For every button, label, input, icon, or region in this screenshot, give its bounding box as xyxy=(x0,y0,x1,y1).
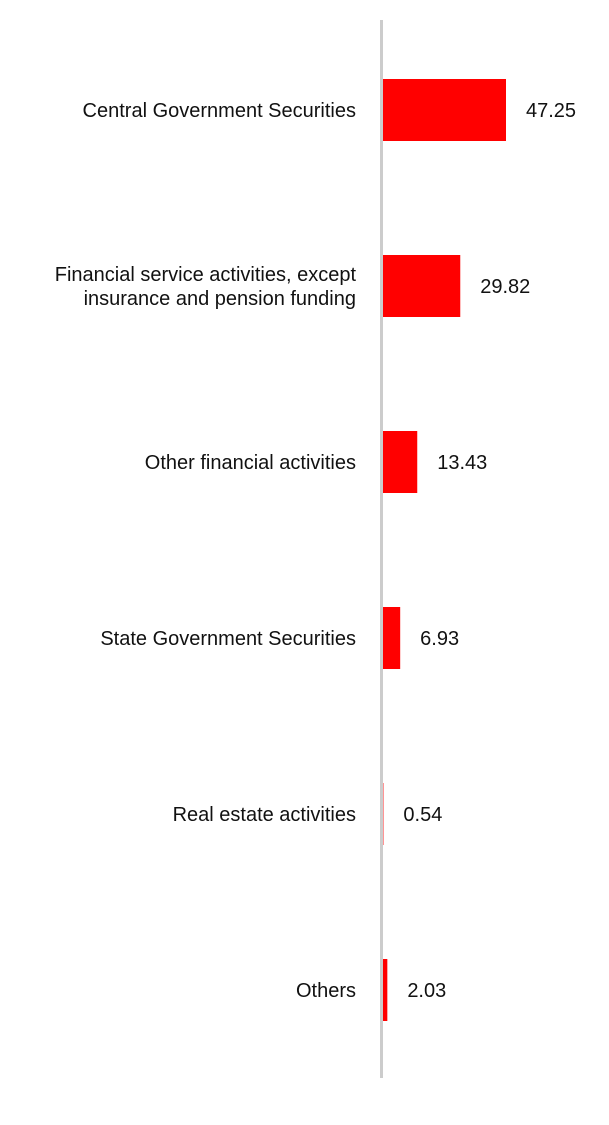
bar-1 xyxy=(382,255,461,317)
category-label-line: State Government Securities xyxy=(100,628,356,650)
category-label-1: Financial service activities, except insu… xyxy=(55,264,357,310)
value-label-3: 6.93 xyxy=(420,628,459,650)
value-label-1: 29.82 xyxy=(480,276,530,298)
category-label-line: Real estate activities xyxy=(173,804,356,826)
bar-0 xyxy=(382,79,506,141)
category-label-line: Financial service activities, except xyxy=(55,264,357,286)
category-label-3: State Government Securities xyxy=(100,628,356,650)
category-labels-layer: Central Government Securities Financial s… xyxy=(55,100,357,1002)
category-label-2: Other financial activities xyxy=(145,452,356,474)
value-label-0: 47.25 xyxy=(526,100,576,122)
bar-3 xyxy=(382,607,401,669)
value-labels-layer: 47.25 29.82 13.43 6.93 0.54 2.03 xyxy=(403,100,576,1002)
bars-layer xyxy=(382,79,506,1021)
category-label-line: Others xyxy=(296,980,356,1002)
value-label-4: 0.54 xyxy=(403,804,442,826)
bar-2 xyxy=(382,431,418,493)
category-label-0: Central Government Securities xyxy=(83,100,356,122)
category-label-4: Real estate activities xyxy=(173,804,356,826)
value-label-5: 2.03 xyxy=(407,980,446,1002)
value-label-2: 13.43 xyxy=(437,452,487,474)
category-label-line: insurance and pension funding xyxy=(84,288,356,310)
category-label-line: Other financial activities xyxy=(145,452,356,474)
bar-5 xyxy=(382,959,388,1021)
category-label-5: Others xyxy=(296,980,356,1002)
category-label-line: Central Government Securities xyxy=(83,100,356,122)
